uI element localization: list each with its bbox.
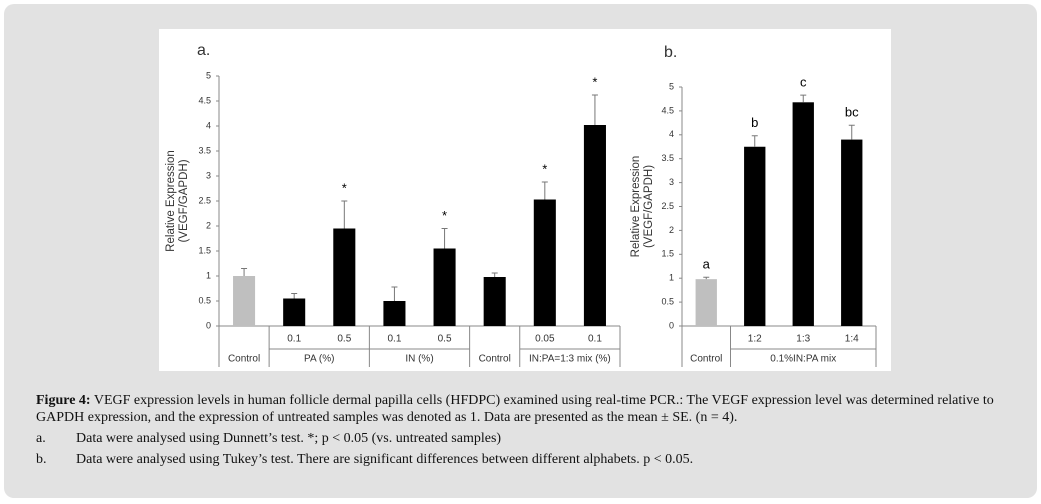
caption: Figure 4: VEGF expression levels in huma… <box>36 392 1016 468</box>
x-tick-label: Control <box>690 354 722 365</box>
annotation: * <box>592 74 597 89</box>
y-tick-label: 2.5 <box>661 201 674 211</box>
caption-label: Figure 4: <box>36 393 91 408</box>
caption-item: b. Data were analysed using Tukey’s test.… <box>36 451 1016 468</box>
panel-label: b. <box>664 44 677 61</box>
x-tick-label: 0.05 <box>535 334 555 345</box>
y-tick-label: 4 <box>669 129 674 139</box>
y-axis-label: Relative Expression(VEGF/GAPDH) <box>630 156 655 258</box>
x-tick-label: 1:4 <box>845 334 859 345</box>
bar <box>333 228 356 326</box>
caption-text: Figure 4: VEGF expression levels in huma… <box>36 392 1016 426</box>
y-tick-label: 3.5 <box>661 153 674 163</box>
x-tick-label: 0.1 <box>588 334 602 345</box>
y-tick-label: 0.5 <box>661 296 674 306</box>
x-tick-label: 0.5 <box>337 334 351 345</box>
annotation: c <box>800 75 807 90</box>
x-tick-label: Control <box>228 354 260 365</box>
panel-label: a. <box>197 42 210 59</box>
y-tick-label: 1 <box>206 270 211 280</box>
group-label: PA (%) <box>304 354 334 365</box>
bar <box>792 102 814 327</box>
y-tick-label: 5 <box>206 70 211 80</box>
item-text: Data were analysed using Tukey’s test. T… <box>76 452 694 467</box>
annotation: * <box>342 180 347 195</box>
y-tick-label: 2 <box>206 220 211 230</box>
y-tick-label: 1.5 <box>198 245 211 255</box>
item-marker: b. <box>36 452 47 467</box>
y-tick-label: 3.5 <box>198 145 211 155</box>
group-label: IN (%) <box>405 354 433 365</box>
bar <box>433 248 456 326</box>
bar <box>383 301 406 326</box>
y-axis-label-line: Relative Expression <box>630 156 642 258</box>
group-label: IN:PA=1:3 mix (%) <box>529 354 611 365</box>
y-tick-label: 4.5 <box>198 95 211 105</box>
y-tick-label: 3 <box>669 177 674 187</box>
figure: a.Relative Expression(VEGF/GAPDH)00.511.… <box>159 29 891 371</box>
y-tick-label: 0 <box>669 320 674 330</box>
y-tick-label: 1 <box>669 273 674 283</box>
bar <box>744 146 766 326</box>
y-tick-label: 4 <box>206 120 211 130</box>
group-label: 0.1%IN:PA mix <box>770 354 836 365</box>
x-tick-label: 1:3 <box>796 334 810 345</box>
caption-body: VEGF expression levels in human follicle… <box>36 393 994 425</box>
y-tick-label: 4.5 <box>661 105 674 115</box>
bar <box>695 279 717 326</box>
bar <box>483 277 506 326</box>
y-axis-label-line: (VEGF/GAPDH) <box>178 159 190 242</box>
x-tick-label: 0.5 <box>438 334 452 345</box>
x-tick-label: 1:2 <box>748 334 762 345</box>
y-tick-label: 0 <box>206 320 211 330</box>
y-tick-label: 1.5 <box>661 249 674 259</box>
annotation: * <box>442 208 447 223</box>
x-tick-label: 0.1 <box>387 334 401 345</box>
page: a. Relative Expression(VEGF/GAPDH) 0 0.5 1 1.… <box>4 4 1037 498</box>
y-axis-label-line: Relative Expression <box>165 150 177 252</box>
figure-bg <box>159 29 891 371</box>
y-tick-label: 2.5 <box>198 195 211 205</box>
bar <box>233 276 256 326</box>
y-axis-label-line: (VEGF/GAPDH) <box>643 165 655 248</box>
item-marker: a. <box>36 431 46 446</box>
x-tick-label: Control <box>479 354 511 365</box>
bar <box>533 199 556 326</box>
annotation: * <box>542 161 547 176</box>
caption-item: a. Data were analysed using Dunnett’s tes… <box>36 430 1016 447</box>
item-text: Data were analysed using Dunnett’s test.… <box>76 431 502 446</box>
annotation: b <box>751 115 758 130</box>
y-tick-label: 2 <box>669 225 674 235</box>
y-axis-label: Relative Expression(VEGF/GAPDH) <box>165 150 190 252</box>
bar <box>283 298 306 326</box>
annotation: bc <box>845 105 859 120</box>
y-tick-label: 3 <box>206 170 211 180</box>
y-tick-label: 0.5 <box>198 295 211 305</box>
bar <box>583 125 606 326</box>
x-tick-label: 0.1 <box>287 334 301 345</box>
y-tick-label: 5 <box>669 81 674 91</box>
annotation: a <box>703 257 711 272</box>
bar <box>841 139 863 326</box>
